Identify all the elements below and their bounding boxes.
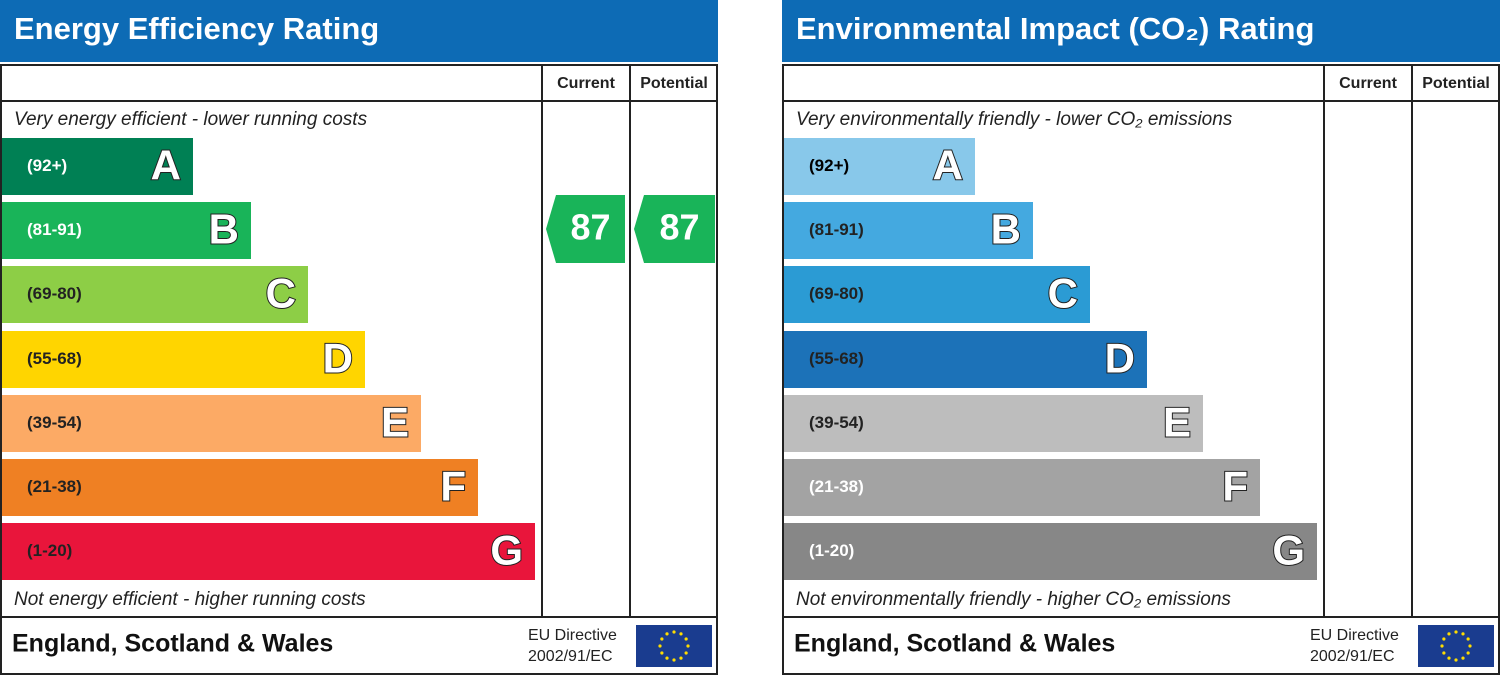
band-letter: G <box>1272 527 1305 574</box>
eu-star <box>1466 637 1470 641</box>
eu-star <box>1447 656 1451 660</box>
footer-text: England, Scotland & Wales <box>12 630 333 658</box>
band-letter: B <box>209 206 239 253</box>
band-letter: C <box>266 270 296 317</box>
directive-text: EU Directive <box>1310 627 1399 644</box>
band-bar <box>784 266 1090 323</box>
band-bar <box>784 331 1147 388</box>
band-range: (92+) <box>27 156 67 175</box>
frame <box>0 64 718 675</box>
eu-star <box>672 658 676 662</box>
panel-title: Energy Efficiency Rating <box>14 11 379 46</box>
eu-star <box>660 637 664 641</box>
band-bar <box>784 523 1317 580</box>
eu-star <box>679 632 683 636</box>
band-bar <box>2 331 365 388</box>
eu-star <box>1466 651 1470 655</box>
frame <box>782 64 1500 675</box>
rating-value: 87 <box>570 207 610 248</box>
band-range: (81-91) <box>27 220 82 239</box>
band-bar <box>2 523 535 580</box>
band-bar <box>2 202 251 259</box>
column-header: Potential <box>640 75 708 92</box>
band-range: (21-38) <box>27 477 82 496</box>
band-bar <box>784 138 975 195</box>
eu-star <box>658 644 662 648</box>
top-note: Very energy efficient - lower running co… <box>14 109 368 130</box>
band-range: (81-91) <box>809 220 864 239</box>
title-bar <box>782 0 1500 62</box>
column-header: Potential <box>1422 75 1490 92</box>
directive-text: 2002/91/EC <box>528 648 613 665</box>
column-header: Current <box>1339 75 1397 92</box>
eu-star <box>684 651 688 655</box>
band-letter: B <box>991 206 1021 253</box>
footer-text: England, Scotland & Wales <box>794 630 1115 658</box>
title-bar <box>0 0 718 62</box>
eu-star <box>679 656 683 660</box>
band-bar <box>2 395 421 452</box>
eu-star <box>1440 644 1444 648</box>
band-letter: A <box>151 142 181 189</box>
band-bar <box>784 459 1260 516</box>
band-range: (55-68) <box>27 349 82 368</box>
column-header: Current <box>557 75 615 92</box>
rating-arrow <box>546 195 625 263</box>
band-range: (1-20) <box>27 541 72 560</box>
eu-star <box>1461 656 1465 660</box>
eu-star <box>1468 644 1472 648</box>
band-range: (55-68) <box>809 349 864 368</box>
eu-star <box>1454 658 1458 662</box>
band-range: (39-54) <box>809 413 864 432</box>
band-letter: A <box>933 142 963 189</box>
band-letter: E <box>381 399 409 446</box>
band-range: (1-20) <box>809 541 854 560</box>
band-letter: C <box>1048 270 1078 317</box>
eu-star <box>665 632 669 636</box>
band-range: (92+) <box>809 156 849 175</box>
eu-star <box>660 651 664 655</box>
top-note: Very environmentally friendly - lower CO… <box>796 109 1233 130</box>
eu-star <box>1461 632 1465 636</box>
band-range: (69-80) <box>809 284 864 303</box>
eu-star <box>684 637 688 641</box>
bottom-note: Not environmentally friendly - higher CO… <box>796 589 1231 610</box>
eu-star <box>686 644 690 648</box>
eu-star <box>672 630 676 634</box>
eu-star <box>1447 632 1451 636</box>
band-range: (69-80) <box>27 284 82 303</box>
eu-star <box>1442 651 1446 655</box>
panel-title: Environmental Impact (CO₂) Rating <box>796 11 1314 46</box>
band-letter: G <box>490 527 523 574</box>
rating-value: 87 <box>659 207 699 248</box>
band-letter: F <box>1222 463 1248 510</box>
band-letter: D <box>323 335 353 382</box>
band-range: (39-54) <box>27 413 82 432</box>
band-bar <box>2 266 308 323</box>
band-bar <box>784 395 1203 452</box>
eu-star <box>665 656 669 660</box>
band-range: (21-38) <box>809 477 864 496</box>
band-letter: D <box>1105 335 1135 382</box>
band-bar <box>2 459 478 516</box>
directive-text: 2002/91/EC <box>1310 648 1395 665</box>
directive-text: EU Directive <box>528 627 617 644</box>
eu-star <box>1454 630 1458 634</box>
band-letter: E <box>1163 399 1191 446</box>
band-bar <box>2 138 193 195</box>
band-bar <box>784 202 1033 259</box>
eu-star <box>1442 637 1446 641</box>
rating-arrow <box>634 195 715 263</box>
band-letter: F <box>440 463 466 510</box>
bottom-note: Not energy efficient - higher running co… <box>14 589 366 610</box>
